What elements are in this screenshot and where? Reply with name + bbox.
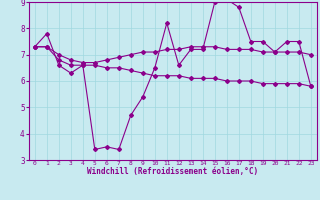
X-axis label: Windchill (Refroidissement éolien,°C): Windchill (Refroidissement éolien,°C)	[87, 167, 258, 176]
